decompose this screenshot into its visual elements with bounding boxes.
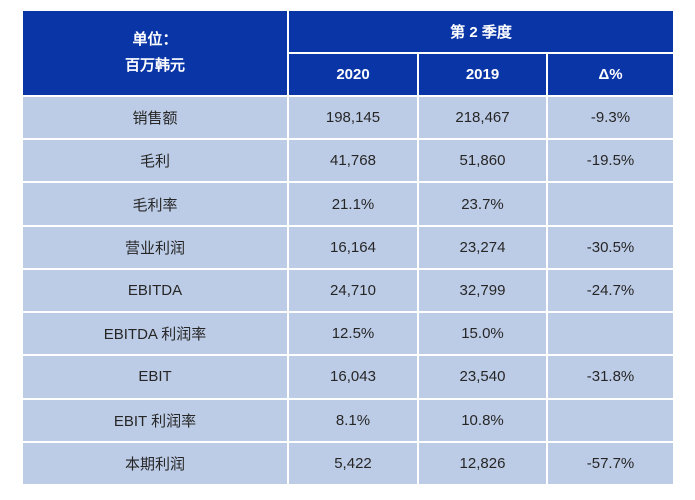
table-row: 销售额 198,145 218,467 -9.3% bbox=[21, 94, 676, 141]
cell-value: 23,540 bbox=[417, 354, 548, 400]
cell-value: -19.5% bbox=[545, 138, 676, 184]
column-header-0: 2020 bbox=[287, 52, 419, 97]
cell-value: 15.0% bbox=[417, 311, 548, 357]
table-row: 本期利润 5,422 12,826 -57.7% bbox=[21, 440, 676, 487]
cell-value: 10.8% bbox=[417, 397, 548, 443]
table-row: EBIT 16,043 23,540 -31.8% bbox=[21, 354, 676, 400]
column-header-2: Δ% bbox=[545, 52, 676, 97]
cell-value: 218,467 bbox=[417, 94, 548, 141]
cell-value: -57.7% bbox=[545, 440, 676, 487]
table-row: EBITDA 利润率 12.5% 15.0% bbox=[21, 311, 676, 357]
table-row: 毛利率 21.1% 23.7% bbox=[21, 181, 676, 227]
cell-value: 21.1% bbox=[287, 181, 419, 227]
table-row: EBIT 利润率 8.1% 10.8% bbox=[21, 397, 676, 443]
row-label: 销售额 bbox=[21, 94, 289, 141]
cell-value: 198,145 bbox=[287, 94, 419, 141]
table-row: EBITDA 24,710 32,799 -24.7% bbox=[21, 267, 676, 314]
cell-value: 32,799 bbox=[417, 267, 548, 314]
row-label: 营业利润 bbox=[21, 224, 289, 270]
row-label: 毛利 bbox=[21, 138, 289, 184]
cell-value: 23.7% bbox=[417, 181, 548, 227]
row-label: 毛利率 bbox=[21, 181, 289, 227]
row-label: EBIT 利润率 bbox=[21, 397, 289, 443]
cell-value: 24,710 bbox=[287, 267, 419, 314]
table-row: 毛利 41,768 51,860 -19.5% bbox=[21, 138, 676, 184]
cell-value: -9.3% bbox=[545, 94, 676, 141]
cell-value: -24.7% bbox=[545, 267, 676, 314]
cell-value: 12,826 bbox=[417, 440, 548, 487]
cell-value: -31.8% bbox=[545, 354, 676, 400]
cell-value bbox=[545, 311, 676, 357]
cell-value: 12.5% bbox=[287, 311, 419, 357]
cell-value: 23,274 bbox=[417, 224, 548, 270]
cell-value bbox=[545, 181, 676, 227]
cell-value: 5,422 bbox=[287, 440, 419, 487]
cell-value: 41,768 bbox=[287, 138, 419, 184]
cell-value: 51,860 bbox=[417, 138, 548, 184]
financial-table: 单位： 百万韩元 第 2 季度 2020 2019 Δ% 销售额 198,145 218… bbox=[21, 9, 676, 487]
row-label: 本期利润 bbox=[21, 440, 289, 487]
quarter-header-cell: 第 2 季度 bbox=[286, 9, 676, 54]
unit-header-cell: 单位： 百万韩元 bbox=[21, 9, 289, 97]
cell-value: 16,043 bbox=[287, 354, 419, 400]
cell-value: 16,164 bbox=[287, 224, 419, 270]
unit-label-line2: 百万韩元 bbox=[124, 57, 185, 74]
row-label: EBITDA 利润率 bbox=[21, 311, 289, 357]
unit-label-line1: 单位： bbox=[132, 30, 178, 48]
table-row: 营业利润 16,164 23,274 -30.5% bbox=[21, 224, 676, 270]
cell-value: 8.1% bbox=[287, 397, 419, 443]
quarter-header-row: 单位： 百万韩元 第 2 季度 bbox=[21, 9, 676, 97]
row-label: EBIT bbox=[21, 354, 289, 400]
column-header-1: 2019 bbox=[417, 52, 548, 97]
column-header-row: 2020 2019 Δ% bbox=[22, 52, 676, 97]
cell-value: -30.5% bbox=[545, 224, 676, 270]
cell-value bbox=[545, 397, 676, 443]
row-label: EBITDA bbox=[21, 267, 289, 314]
